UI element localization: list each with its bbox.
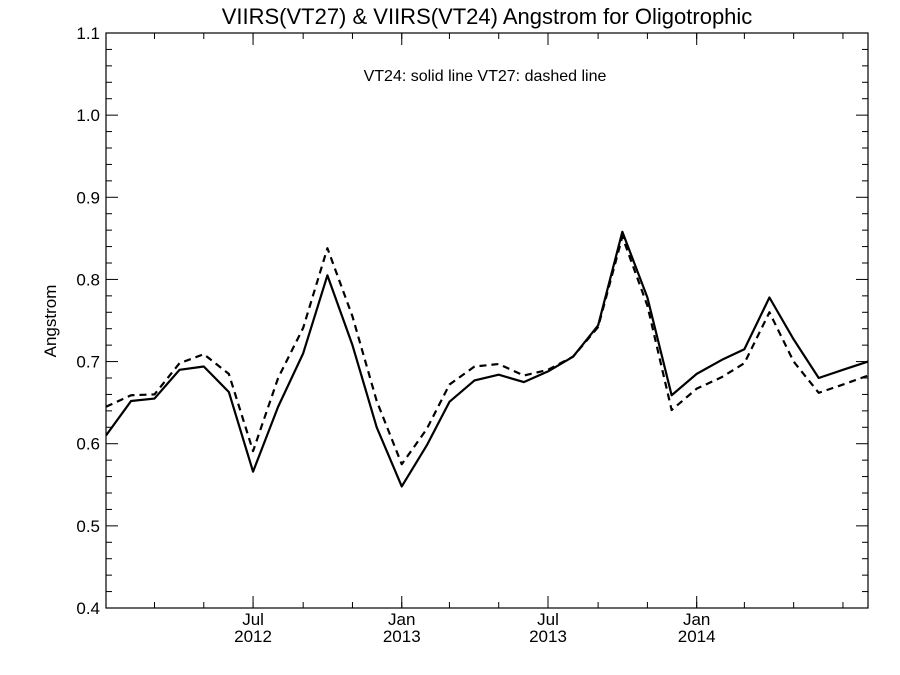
series-line-vt27 (106, 235, 868, 466)
axes-ticks (106, 32, 868, 609)
x-tick-label-year: 2013 (529, 627, 567, 646)
y-tick-label: 1.0 (76, 106, 100, 125)
x-tick-label-year: 2014 (678, 627, 716, 646)
plot-frame (105, 32, 869, 609)
y-tick-label: 0.9 (76, 188, 100, 207)
series-lines (106, 230, 868, 488)
x-tick-label-month: Jan (683, 610, 710, 629)
chart-title: VIIRS(VT27) & VIIRS(VT24) Angstrom for O… (222, 4, 753, 29)
y-tick-label: 0.4 (76, 599, 100, 618)
x-tick-label-month: Jul (537, 610, 559, 629)
y-tick-label: 0.6 (76, 435, 100, 454)
x-tick-label-month: Jan (388, 610, 415, 629)
x-tick-label-month: Jul (242, 610, 264, 629)
x-tick-label-year: 2012 (234, 627, 272, 646)
y-tick-label: 0.7 (76, 353, 100, 372)
series-line-vt24 (106, 230, 868, 488)
y-tick-label: 0.5 (76, 517, 100, 536)
tick-labels: 0.40.50.60.70.80.91.01.1Jul2012Jan2013Ju… (76, 24, 715, 646)
y-axis-label: Angstrom (41, 285, 60, 358)
x-tick-label-year: 2013 (383, 627, 421, 646)
y-tick-label: 0.8 (76, 270, 100, 289)
chart-annotation: VT24: solid line VT27: dashed line (364, 68, 607, 85)
y-tick-label: 1.1 (76, 24, 100, 43)
